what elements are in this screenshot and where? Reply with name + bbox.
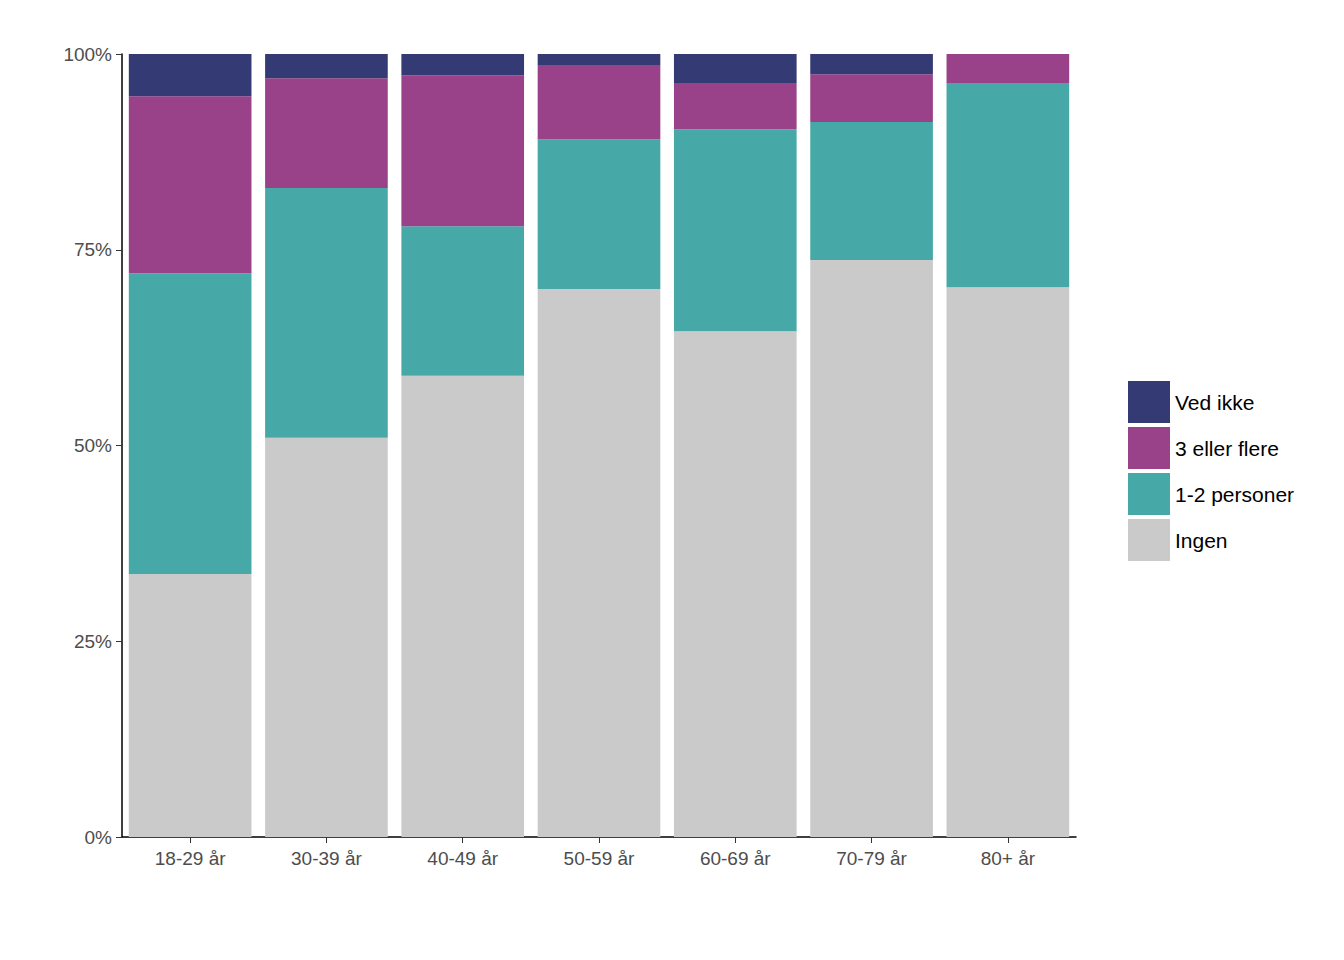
svg-text:60-69 år: 60-69 år bbox=[700, 848, 771, 869]
svg-text:50-59 år: 50-59 år bbox=[564, 848, 635, 869]
svg-text:40-49 år: 40-49 år bbox=[427, 848, 498, 869]
svg-text:3 eller flere: 3 eller flere bbox=[1175, 437, 1279, 460]
svg-text:100%: 100% bbox=[63, 44, 112, 65]
svg-text:18-29 år: 18-29 år bbox=[155, 848, 226, 869]
svg-text:1-2 personer: 1-2 personer bbox=[1175, 483, 1294, 506]
svg-text:Ingen: Ingen bbox=[1175, 529, 1228, 552]
svg-text:75%: 75% bbox=[74, 239, 112, 260]
svg-text:0%: 0% bbox=[85, 827, 113, 848]
svg-text:25%: 25% bbox=[74, 631, 112, 652]
svg-text:80+ år: 80+ år bbox=[981, 848, 1036, 869]
svg-text:70-79 år: 70-79 år bbox=[836, 848, 907, 869]
svg-text:Ved ikke: Ved ikke bbox=[1175, 391, 1254, 414]
svg-text:30-39 år: 30-39 år bbox=[291, 848, 362, 869]
svg-text:50%: 50% bbox=[74, 435, 112, 456]
